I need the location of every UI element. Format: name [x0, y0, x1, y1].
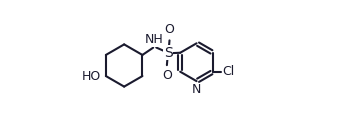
Text: O: O: [165, 23, 174, 36]
Text: S: S: [164, 46, 173, 60]
Text: Cl: Cl: [222, 65, 235, 78]
Text: HO: HO: [82, 70, 101, 83]
Text: N: N: [192, 83, 201, 96]
Text: O: O: [162, 69, 172, 82]
Text: NH: NH: [145, 33, 164, 46]
